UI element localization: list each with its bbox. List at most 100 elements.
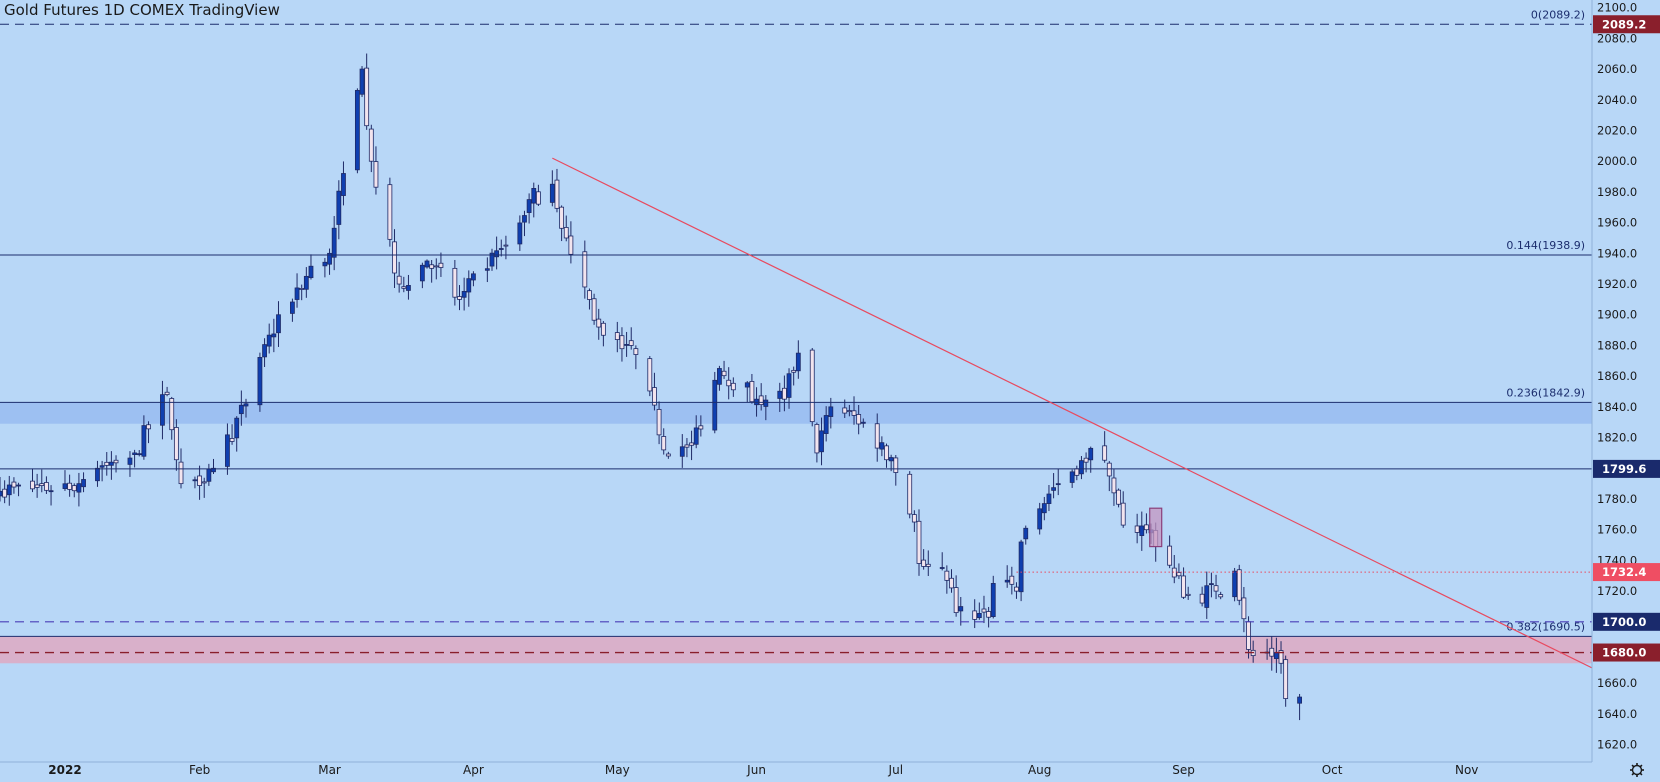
candle-down — [614, 332, 620, 340]
level-label-4: 0.382(1690.5) — [1506, 620, 1585, 633]
candle-down — [104, 461, 110, 466]
candle-up — [81, 479, 86, 488]
candle-up — [95, 467, 100, 482]
price-badge — [1593, 15, 1660, 34]
candle-down — [944, 570, 950, 581]
y-tick-label: 1900.0 — [1597, 308, 1637, 322]
y-tick-label: 2020.0 — [1597, 124, 1637, 138]
candle-down — [633, 348, 639, 355]
level-label-1: 0.144(1938.9) — [1506, 239, 1585, 252]
candle-up — [990, 583, 996, 617]
candle-up — [359, 68, 365, 95]
candle-down — [452, 267, 458, 298]
candle-up — [0, 490, 3, 497]
candle-down — [647, 358, 653, 392]
candle-up — [795, 352, 801, 372]
y-tick-label: 2040.0 — [1597, 93, 1637, 107]
price-badge — [1593, 563, 1660, 582]
candle-up — [108, 461, 114, 466]
candle-down — [503, 244, 509, 247]
candle-up — [48, 490, 54, 493]
candle-up — [717, 368, 722, 385]
level-label-0: 0(2089.2) — [1531, 8, 1585, 21]
candle-down — [457, 296, 462, 300]
candle-up — [939, 567, 945, 569]
candle-up — [777, 390, 783, 399]
candle-down — [1236, 569, 1242, 601]
candle-up — [823, 415, 829, 434]
candle-down — [1116, 489, 1121, 505]
candle-down — [652, 387, 657, 406]
candle-down — [925, 563, 931, 567]
x-tick-label: 2022 — [48, 763, 81, 777]
level-label-2: 0.236(1842.9) — [1506, 386, 1585, 399]
candle-up — [99, 465, 105, 468]
candle-down — [661, 436, 667, 451]
candle-down — [1144, 524, 1149, 531]
candle-up — [276, 314, 281, 334]
x-tick-label: Sep — [1172, 763, 1195, 777]
y-tick-label: 1780.0 — [1597, 492, 1637, 506]
x-tick-label: Feb — [189, 763, 210, 777]
candle-down — [842, 407, 848, 414]
candle-up — [1232, 570, 1238, 598]
candle-down — [554, 179, 560, 209]
candle-down — [582, 251, 588, 288]
candle-up — [1023, 527, 1029, 540]
candle-down — [1199, 593, 1205, 604]
candle-down — [146, 424, 151, 430]
candle-up — [1041, 503, 1047, 514]
candle-down — [628, 340, 634, 346]
x-tick-label: May — [605, 763, 630, 777]
price-badge-label: 1799.6 — [1602, 462, 1646, 476]
candle-down — [921, 559, 927, 567]
candle-up — [238, 404, 244, 415]
candle-up — [860, 421, 866, 424]
candle-down — [392, 241, 397, 274]
candle-down — [684, 444, 690, 448]
candle-up — [763, 399, 769, 407]
x-tick-label: Jun — [746, 763, 766, 777]
candle-up — [976, 613, 982, 619]
candle-up — [76, 483, 82, 493]
candle-up — [744, 382, 750, 388]
candle-down — [11, 481, 17, 488]
candle-up — [257, 357, 263, 406]
candle-down — [600, 322, 606, 336]
candle-down — [559, 206, 565, 229]
candle-up — [290, 301, 295, 314]
candle-down — [758, 395, 764, 405]
candle-down — [814, 424, 820, 454]
candle-down — [1120, 502, 1126, 526]
candle-down — [981, 608, 987, 613]
candle-up — [1055, 483, 1061, 486]
candle-up — [1209, 583, 1214, 586]
candle-down — [916, 520, 922, 564]
candle-up — [62, 483, 68, 489]
y-tick-label: 2100.0 — [1597, 1, 1637, 15]
candle-down — [563, 227, 569, 239]
candle-up — [1079, 460, 1084, 475]
candle-up — [331, 227, 337, 258]
trendline — [552, 157, 1593, 669]
candle-down — [1102, 445, 1108, 461]
candle-up — [1004, 579, 1010, 583]
candle-up — [243, 403, 249, 407]
candle-up — [1297, 696, 1302, 704]
candle-up — [1204, 585, 1210, 608]
candle-down — [568, 235, 574, 255]
candle-up — [192, 479, 198, 482]
candle-down — [781, 387, 787, 400]
candle-up — [16, 484, 21, 487]
candle-down — [1111, 477, 1117, 494]
chart-title: Gold Futures 1D COMEX TradingView — [4, 1, 280, 19]
price-badge-label: 2089.2 — [1602, 17, 1646, 31]
gear-icon[interactable] — [1630, 763, 1644, 777]
candle-down — [791, 369, 797, 373]
candle-up — [406, 285, 411, 291]
candle-down — [1185, 593, 1191, 596]
candle-down — [1171, 567, 1177, 578]
candle-up — [225, 434, 230, 467]
